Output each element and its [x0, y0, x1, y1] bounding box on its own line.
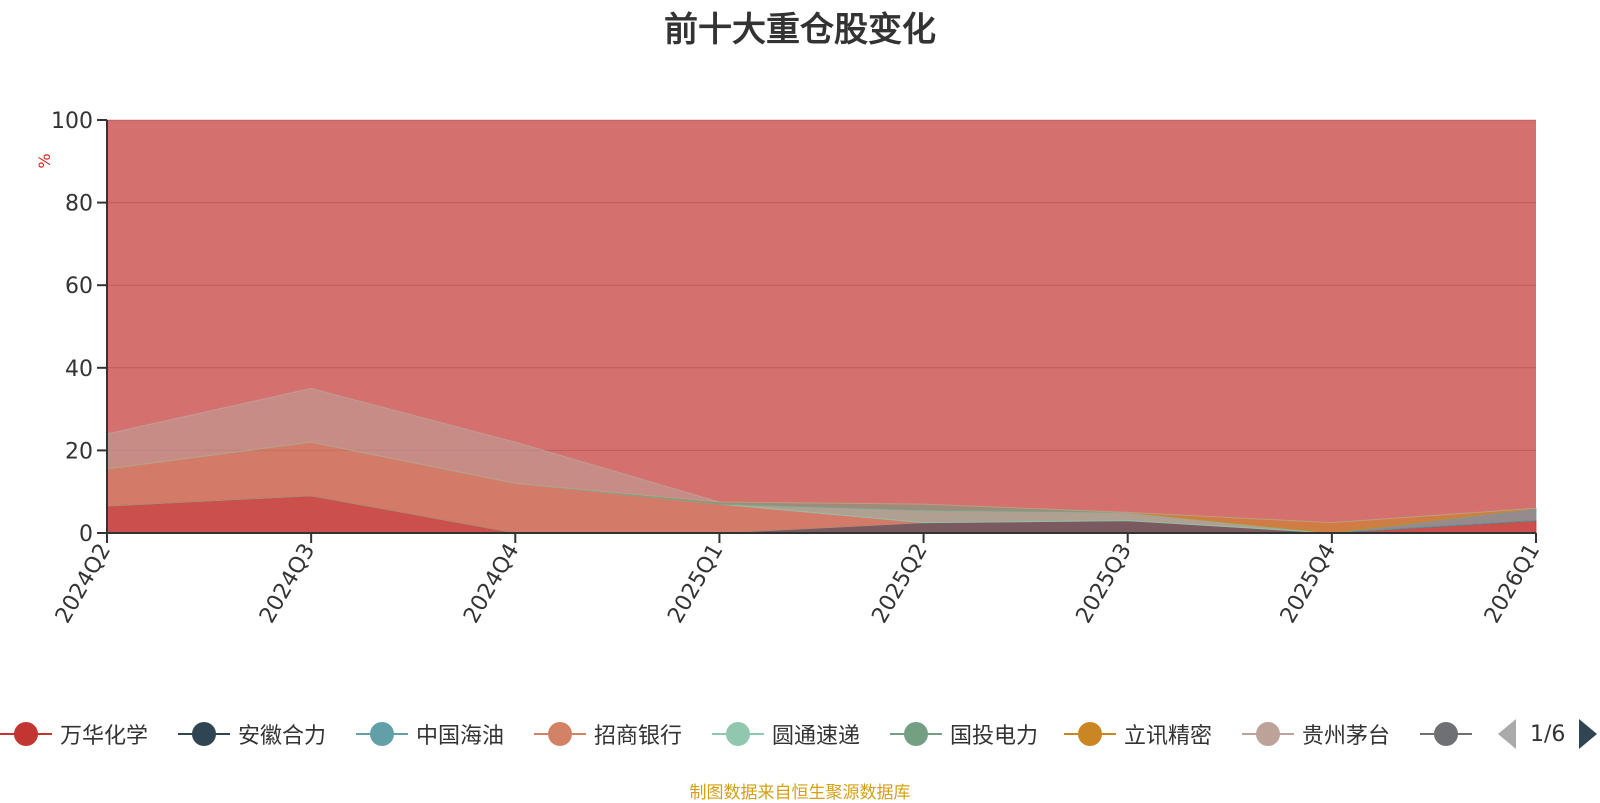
x-tick-label: 2025Q3 [1072, 540, 1137, 628]
legend-item[interactable]: 立讯精密 [1064, 706, 1212, 762]
legend-label: 安徽合力 [238, 724, 327, 749]
legend-marker-icon [534, 720, 586, 748]
legend-item[interactable]: 招商银行 [534, 706, 682, 762]
x-tick-label: 2024Q2 [51, 540, 116, 628]
y-tick-label: 40 [65, 357, 93, 382]
legend-label: 立讯精密 [1124, 724, 1213, 749]
legend-item[interactable]: 贵州茅台 [1242, 706, 1390, 762]
legend-label: 国投电力 [950, 724, 1039, 749]
legend-marker-icon [1420, 720, 1472, 748]
y-tick-label: 20 [65, 439, 93, 464]
legend-marker-icon [712, 720, 764, 748]
y-tick-label: 80 [65, 192, 93, 217]
legend-marker-icon [1064, 720, 1116, 748]
legend-marker-icon [1242, 720, 1294, 748]
y-tick-label: 100 [51, 109, 93, 134]
legend-marker-icon [890, 720, 942, 748]
legend-prev-page-icon[interactable] [1498, 719, 1516, 749]
legend-label: 贵州茅台 [1302, 724, 1391, 749]
legend-pager: 1/6 [1498, 714, 1600, 754]
legend-page-indicator: 1/6 [1530, 721, 1566, 747]
data-source-note: 制图数据来自恒生聚源数据库 [689, 783, 911, 803]
legend-label: 圆通速递 [772, 724, 861, 749]
legend-label: 招商银行 [594, 724, 683, 749]
x-tick-label: 2024Q3 [255, 540, 320, 628]
series-areas [106, 387, 1537, 534]
y-tick-label: 0 [79, 522, 93, 547]
x-tick-label: 2025Q2 [867, 540, 932, 628]
legend-marker-icon [0, 720, 52, 748]
legend-marker-icon [178, 720, 230, 748]
x-tick-label: 2025Q4 [1276, 540, 1341, 628]
legend-item[interactable]: 圆通速递 [712, 706, 860, 762]
chart-title: 前十大重仓股变化 [664, 10, 936, 50]
y-tick-label: 60 [65, 274, 93, 299]
x-tick-label: 2025Q1 [663, 540, 728, 628]
legend-item[interactable]: 万华化学 [0, 706, 148, 762]
area-series-贵州茅台 [106, 387, 1537, 524]
y-axis-label: % [35, 153, 54, 168]
legend-next-page-icon[interactable] [1579, 719, 1598, 749]
legend: 万华化学 安徽合力 中国海油 招商银行 圆通速递 国投电力 立讯精密 贵州茅台 [0, 706, 1600, 762]
x-tick-label: 2026Q1 [1480, 540, 1545, 628]
legend-label: 万华化学 [60, 724, 149, 749]
legend-label: 中国海油 [416, 724, 505, 749]
legend-item[interactable] [1420, 706, 1480, 762]
legend-item[interactable]: 中国海油 [356, 706, 504, 762]
legend-item[interactable]: 安徽合力 [178, 706, 326, 762]
x-tick-label: 2024Q4 [459, 540, 524, 628]
legend-marker-icon [356, 720, 408, 748]
legend-item[interactable]: 国投电力 [890, 706, 1038, 762]
